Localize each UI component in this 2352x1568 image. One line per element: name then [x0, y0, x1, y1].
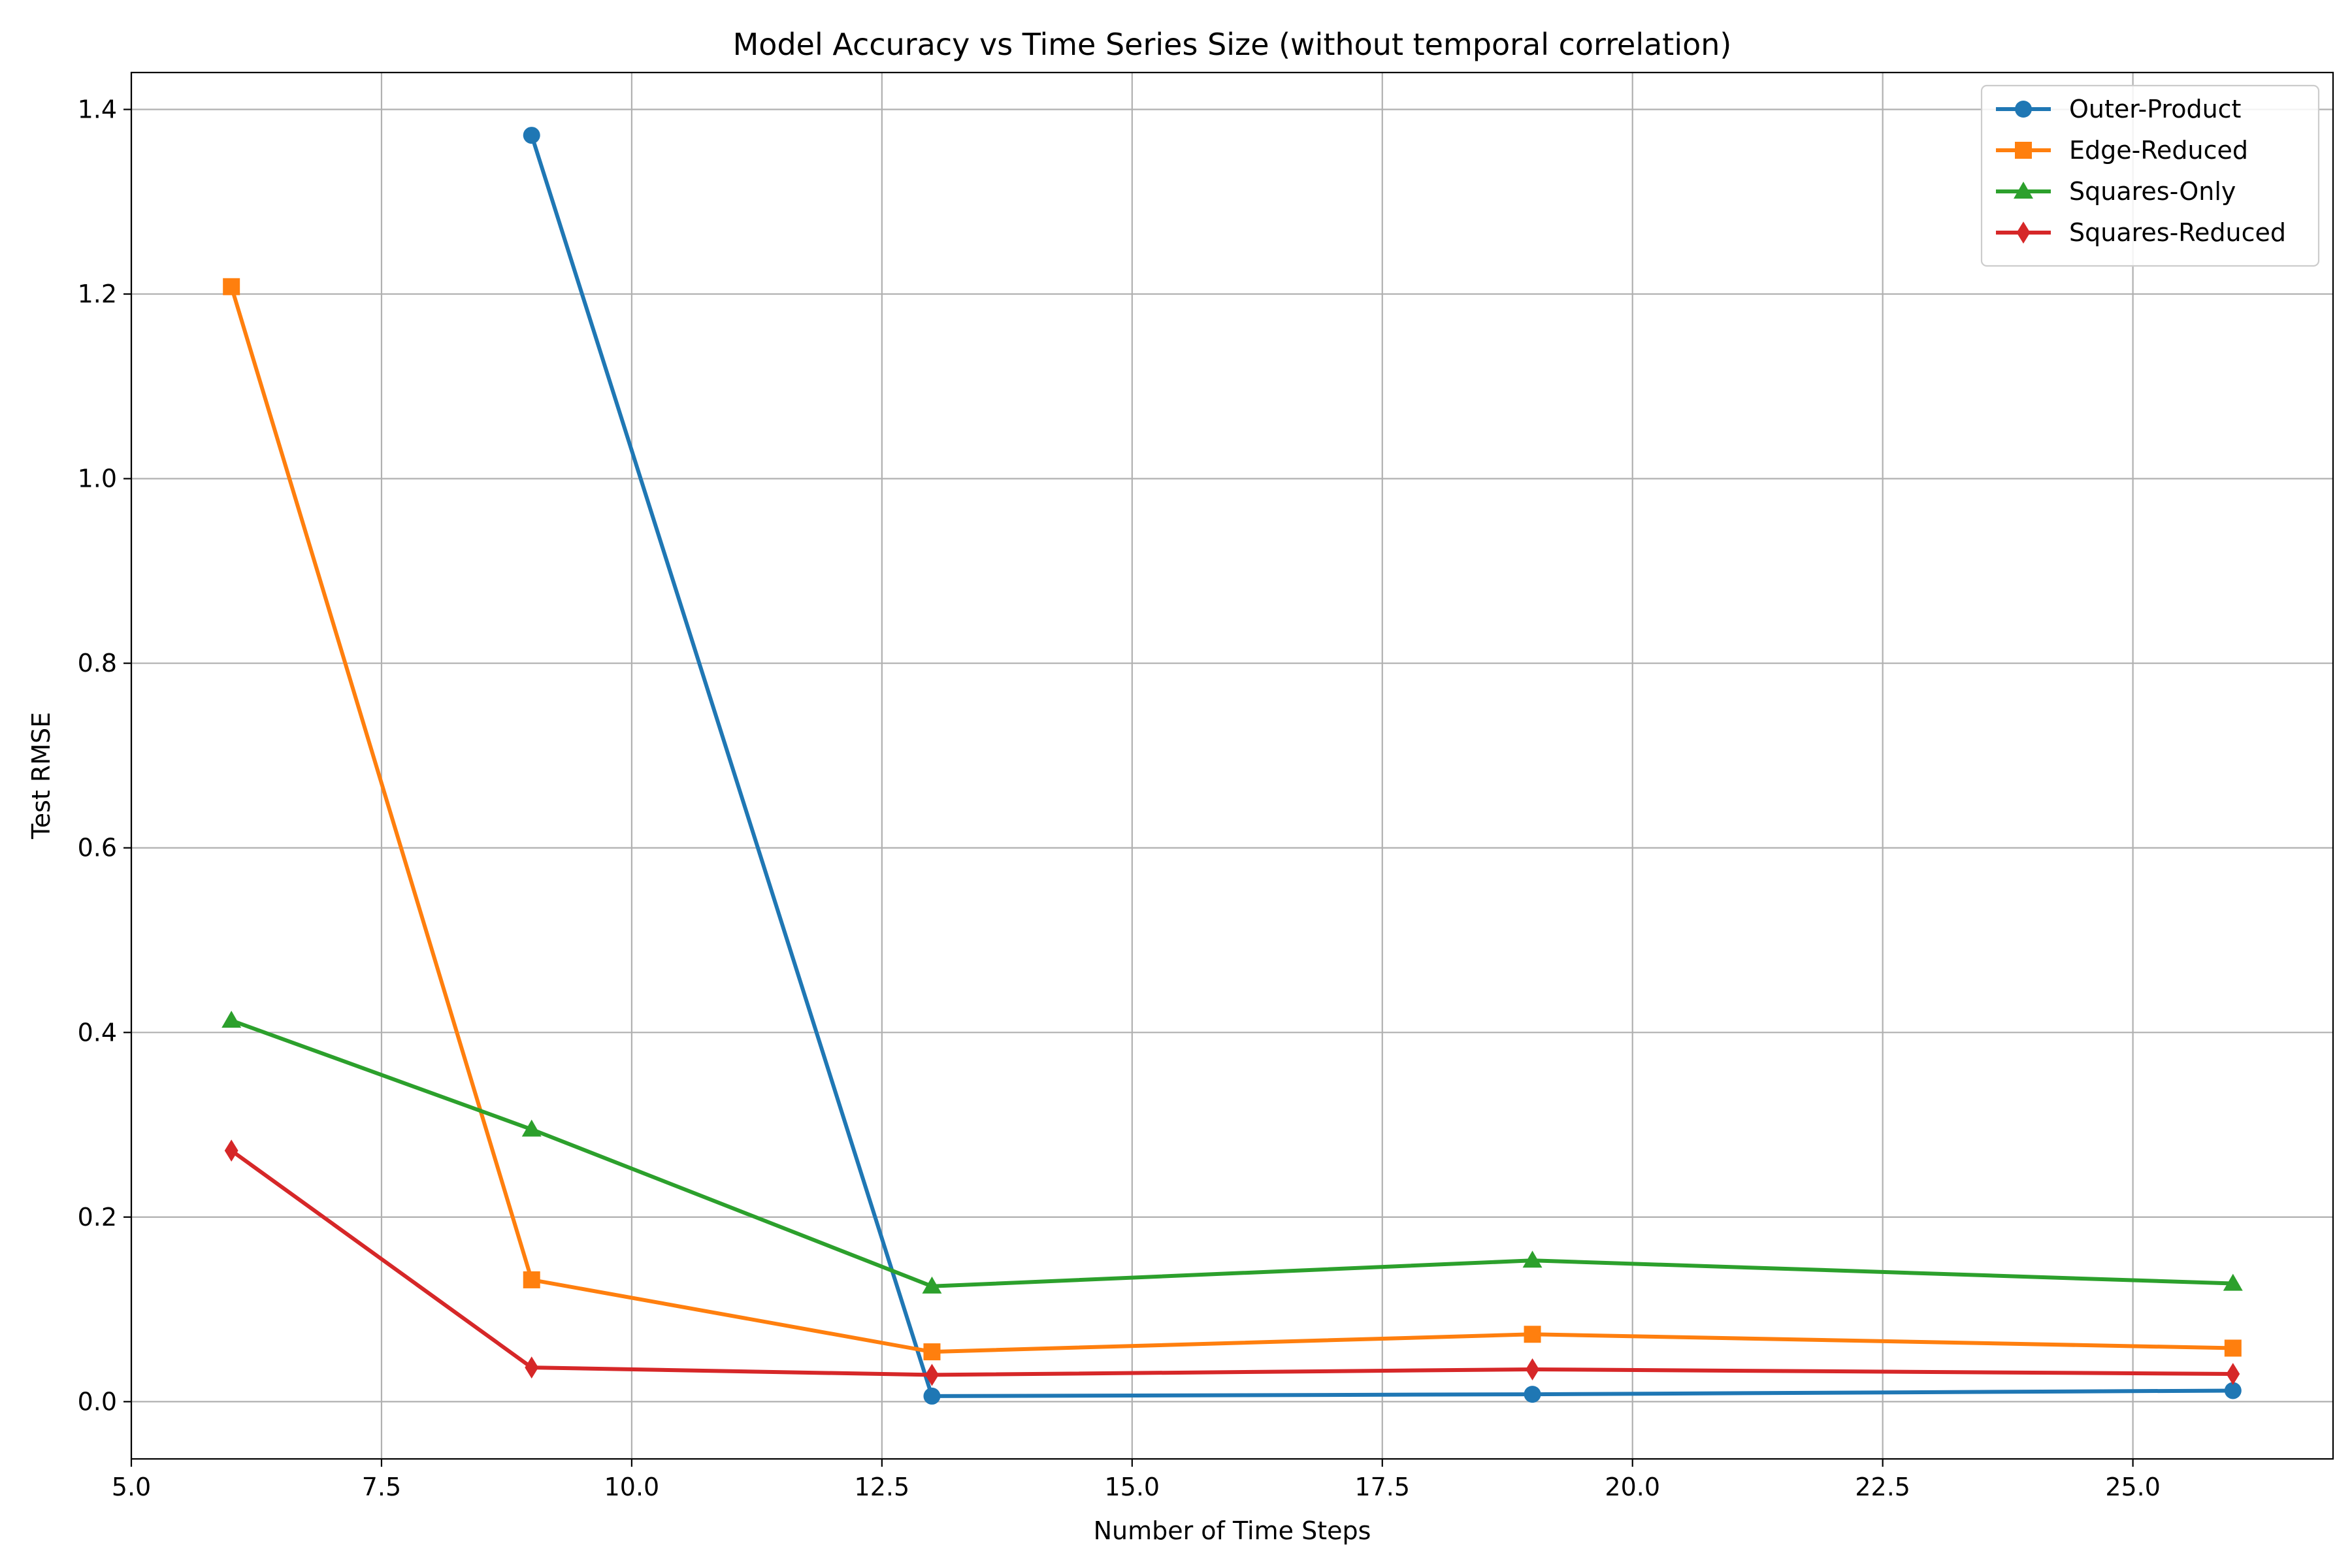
y-tick-label: 0.2	[78, 1203, 117, 1232]
y-tick-label: 1.4	[78, 95, 117, 124]
x-tick-label: 12.5	[855, 1473, 910, 1501]
legend-label-squares-reduced: Squares-Reduced	[2069, 218, 2286, 247]
x-tick-label: 20.0	[1605, 1473, 1660, 1501]
data-point-edge-reduced	[2224, 1339, 2242, 1357]
x-axis-ticks: 5.0 7.5 10.0 12.5 15.0 17.5 20.0 22.5 25.0	[112, 1459, 2161, 1501]
data-point-edge-reduced	[223, 278, 240, 295]
y-tick-label: 0.4	[78, 1018, 117, 1047]
data-point-squares-only	[922, 1276, 942, 1294]
data-point-outer-product	[2224, 1382, 2242, 1399]
x-tick-label: 17.5	[1354, 1473, 1410, 1501]
data-point-edge-reduced	[1524, 1326, 1541, 1343]
legend-label-outer-product: Outer-Product	[2069, 95, 2241, 123]
series-markers	[221, 127, 2243, 1405]
data-point-outer-product	[523, 127, 540, 144]
legend-label-edge-reduced: Edge-Reduced	[2069, 136, 2248, 165]
data-point-edge-reduced	[923, 1343, 941, 1361]
data-point-squares-reduced	[1526, 1358, 1539, 1380]
x-tick-label: 15.0	[1105, 1473, 1160, 1501]
y-tick-label: 1.2	[78, 280, 117, 308]
legend-marker-outer-product	[2015, 101, 2032, 118]
y-tick-label: 0.8	[78, 649, 117, 678]
data-point-squares-only	[521, 1119, 542, 1137]
legend: Outer-Product Edge-Reduced Squares-Only Squ…	[1980, 84, 2320, 267]
x-tick-label: 25.0	[2105, 1473, 2161, 1501]
x-axis-label: Number of Time Steps	[1094, 1516, 1371, 1545]
legend-marker-squares-only	[2014, 182, 2033, 199]
data-point-squares-only	[1522, 1250, 1543, 1268]
data-point-squares-only	[221, 1010, 242, 1028]
x-tick-label: 10.0	[604, 1473, 660, 1501]
y-tick-label: 0.6	[78, 834, 117, 862]
grid-lines	[130, 73, 2333, 1459]
data-point-outer-product	[923, 1387, 941, 1405]
legend-box	[1980, 84, 2320, 267]
legend-label-squares-only: Squares-Only	[2069, 177, 2236, 206]
x-tick-label: 7.5	[362, 1473, 401, 1501]
y-tick-label: 0.0	[78, 1387, 117, 1416]
data-point-squares-reduced	[525, 1356, 539, 1379]
data-point-squares-only	[2223, 1273, 2243, 1291]
legend-marker-squares-reduced	[2016, 221, 2031, 244]
legend-marker-edge-reduced	[2015, 142, 2032, 159]
y-axis-label: Test RMSE	[27, 712, 56, 840]
data-point-edge-reduced	[523, 1271, 540, 1288]
y-axis-ticks: 0.0 0.2 0.4 0.6 0.8 1.0 1.2 1.4	[78, 95, 131, 1416]
x-tick-label: 5.0	[112, 1473, 151, 1501]
plot-area-frame	[130, 71, 2334, 1460]
data-point-outer-product	[1524, 1386, 1541, 1403]
chart-title: Model Accuracy vs Time Series Size (with…	[733, 27, 1732, 62]
data-point-squares-reduced	[224, 1139, 238, 1162]
series-line-outer-product	[529, 133, 2235, 1398]
data-point-squares-reduced	[2226, 1363, 2240, 1385]
data-point-squares-reduced	[925, 1364, 939, 1386]
x-tick-label: 22.5	[1855, 1473, 1910, 1501]
y-tick-label: 1.0	[78, 465, 117, 493]
